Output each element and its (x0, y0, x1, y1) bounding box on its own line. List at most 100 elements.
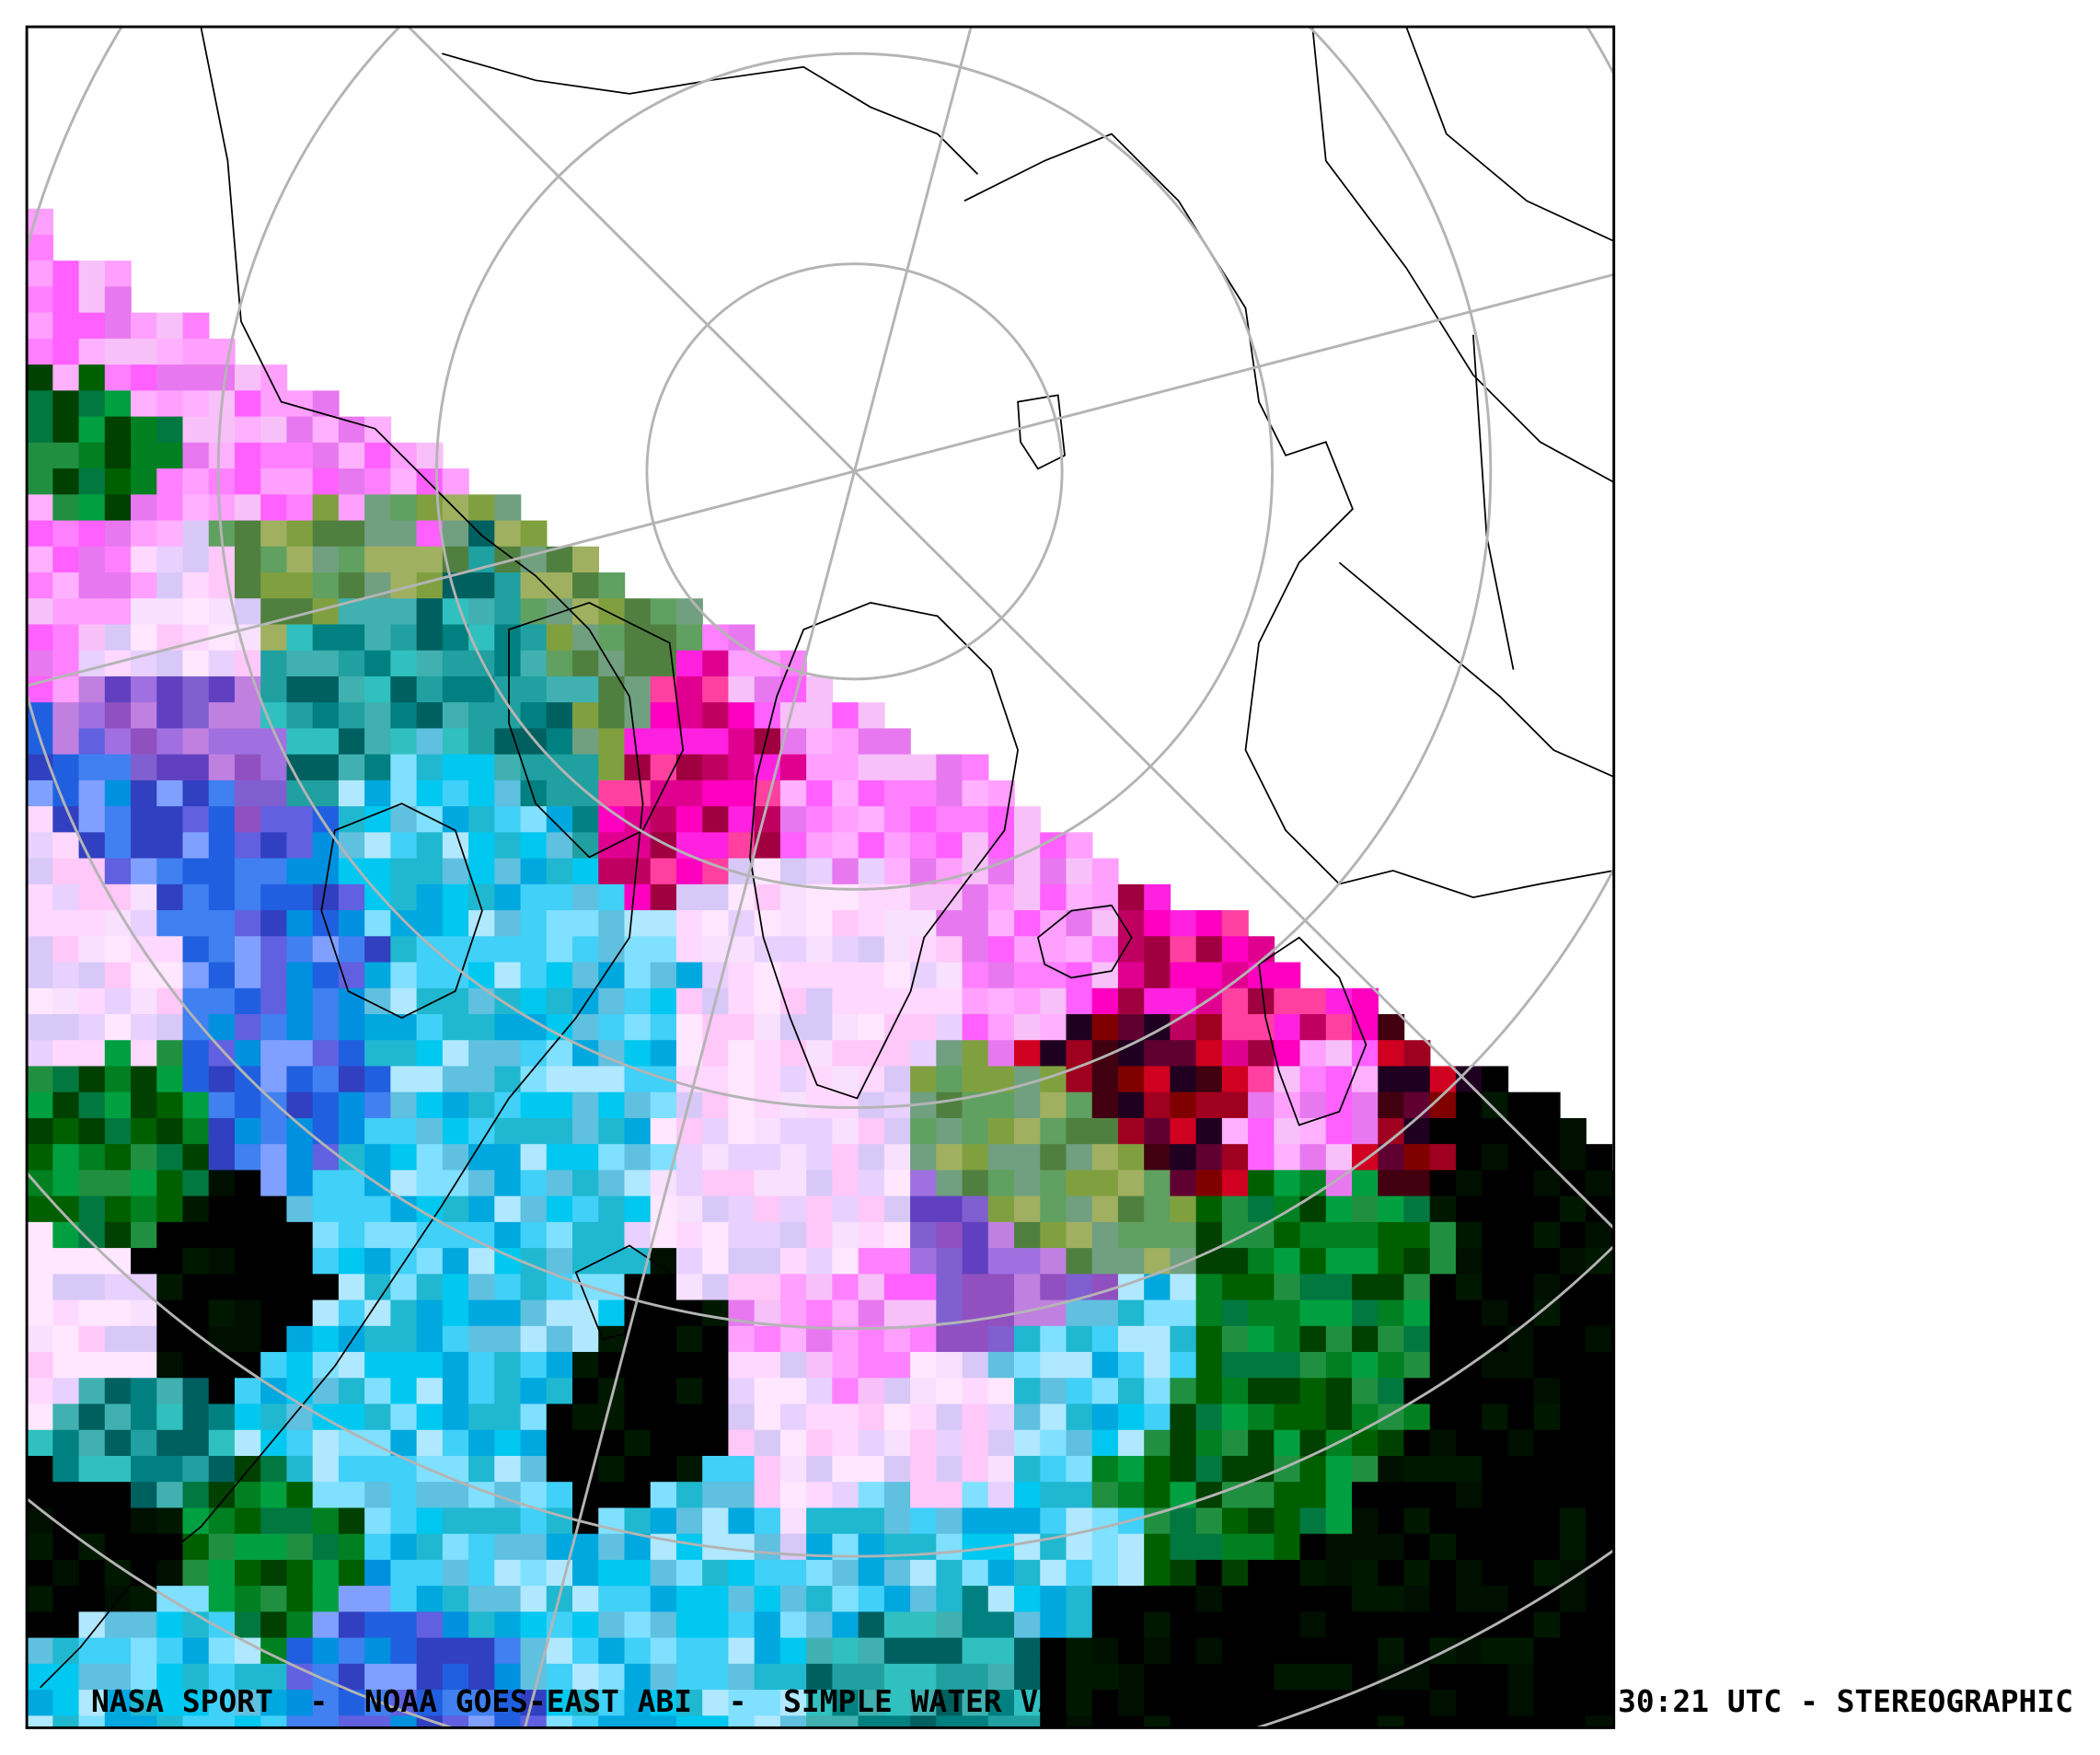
image-pixel (312, 546, 340, 573)
image-pixel (260, 1429, 288, 1457)
image-pixel (832, 962, 860, 989)
image-pixel (104, 728, 132, 756)
image-pixel (182, 650, 210, 677)
image-pixel (494, 1455, 522, 1483)
image-pixel (546, 1144, 573, 1172)
image-pixel (1507, 1378, 1535, 1405)
image-pixel (131, 598, 158, 626)
image-pixel (675, 936, 703, 964)
image-pixel (1117, 1352, 1145, 1380)
image-pixel (832, 1663, 860, 1691)
image-pixel (1274, 962, 1301, 989)
image-pixel (1040, 1248, 1067, 1276)
image-pixel (364, 883, 392, 911)
image-pixel (675, 1663, 703, 1691)
image-pixel (416, 1559, 444, 1587)
image-pixel (858, 1170, 885, 1197)
image-pixel (286, 624, 314, 652)
image-pixel (182, 468, 210, 496)
image-pixel (1482, 1403, 1509, 1431)
image-pixel (27, 1221, 54, 1249)
image-pixel (1221, 1455, 1249, 1483)
image-pixel (494, 779, 522, 807)
image-pixel (390, 1403, 418, 1431)
image-pixel (260, 468, 288, 496)
image-pixel (1221, 1248, 1249, 1276)
image-pixel (131, 1690, 158, 1717)
image-pixel (1013, 1611, 1041, 1639)
image-pixel (520, 910, 548, 938)
image-pixel (987, 1040, 1015, 1068)
image-pixel (1507, 1482, 1535, 1509)
image-pixel (1352, 1221, 1379, 1249)
image-pixel (1325, 1611, 1353, 1639)
image-pixel (364, 650, 392, 677)
image-pixel (1144, 1040, 1171, 1068)
image-pixel (1195, 1299, 1223, 1327)
image-pixel (182, 962, 210, 989)
image-pixel (572, 1144, 599, 1172)
image-pixel (416, 987, 444, 1015)
image-pixel (1040, 1586, 1067, 1613)
image-pixel (1013, 1195, 1041, 1223)
image-pixel (260, 520, 288, 548)
image-pixel (1299, 1429, 1327, 1457)
image-pixel (1611, 1482, 1614, 1509)
image-pixel (1091, 1429, 1119, 1457)
image-pixel (1482, 1378, 1509, 1405)
image-pixel (1586, 1325, 1613, 1353)
image-pixel (1170, 1274, 1197, 1301)
image-pixel (260, 910, 288, 938)
image-pixel (1403, 1507, 1431, 1535)
image-pixel (1144, 1091, 1171, 1119)
image-pixel (650, 1507, 677, 1535)
image-pixel (131, 468, 158, 496)
image-pixel (104, 1455, 132, 1483)
image-pixel (806, 1611, 834, 1639)
image-pixel (1091, 936, 1119, 964)
image-pixel (1144, 1378, 1171, 1405)
image-pixel (390, 754, 418, 781)
image-pixel (52, 1170, 80, 1197)
image-pixel (987, 910, 1015, 938)
image-pixel (1091, 1611, 1119, 1639)
image-pixel (1170, 1715, 1197, 1728)
image-pixel (468, 1352, 496, 1380)
image-pixel (624, 1455, 652, 1483)
image-pixel (390, 1013, 418, 1041)
image-pixel (987, 1715, 1015, 1728)
image-pixel (1429, 1274, 1457, 1301)
image-pixel (468, 779, 496, 807)
image-pixel (27, 650, 54, 677)
image-pixel (260, 806, 288, 834)
image-pixel (675, 1533, 703, 1561)
image-pixel (779, 1611, 807, 1639)
image-pixel (1040, 1482, 1067, 1509)
image-pixel (1117, 1533, 1145, 1561)
image-pixel (728, 1117, 756, 1145)
image-pixel (1091, 1637, 1119, 1665)
image-pixel (1117, 1117, 1145, 1145)
image-pixel (338, 1221, 365, 1249)
image-pixel (832, 1715, 860, 1728)
image-pixel (208, 1378, 236, 1405)
image-pixel (234, 390, 261, 418)
image-pixel (1559, 1221, 1587, 1249)
image-pixel (1299, 1040, 1327, 1068)
image-pixel (131, 338, 158, 365)
image-pixel (234, 1559, 261, 1587)
image-pixel (1378, 1013, 1405, 1041)
image-pixel (1091, 1013, 1119, 1041)
image-pixel (572, 1248, 599, 1276)
image-pixel (1170, 1663, 1197, 1691)
image-pixel (1117, 987, 1145, 1015)
image-pixel (520, 1325, 548, 1353)
image-pixel (468, 754, 496, 781)
image-pixel (208, 1533, 236, 1561)
image-pixel (1403, 1195, 1431, 1223)
image-pixel (156, 494, 184, 522)
image-pixel (1040, 1378, 1067, 1405)
image-pixel (416, 1663, 444, 1691)
image-pixel (883, 1403, 911, 1431)
image-pixel (494, 494, 522, 522)
